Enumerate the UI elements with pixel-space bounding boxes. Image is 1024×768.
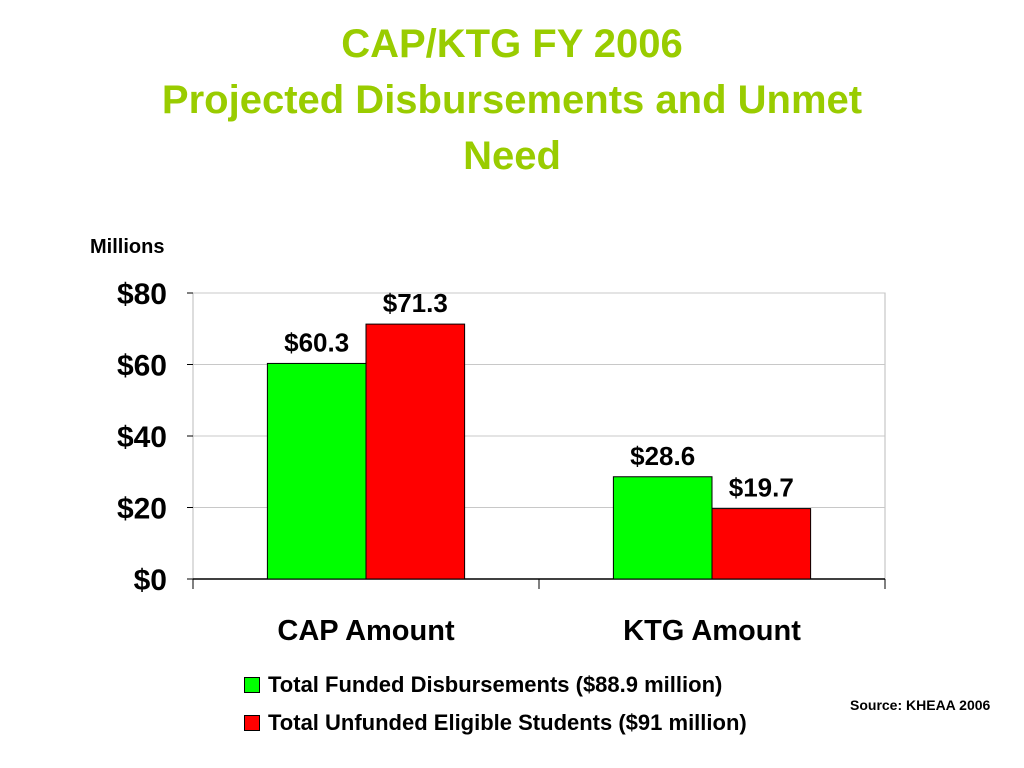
legend-label-funded: Total Funded Disbursements ($88.9 millio… xyxy=(268,672,723,697)
legend-item-funded: Total Funded Disbursements ($88.9 millio… xyxy=(244,666,747,704)
x-tick-label: CAP Amount xyxy=(277,615,455,647)
y-tick-label: $20 xyxy=(117,493,167,526)
source-note: Source: KHEAA 2006 xyxy=(850,697,991,713)
y-tick-label: $80 xyxy=(117,278,167,311)
bar xyxy=(711,508,812,580)
chart-title-line-2: Projected Disbursements and Unmet xyxy=(161,78,863,122)
legend-swatch-unfunded xyxy=(244,715,260,731)
chart-legend: Total Funded Disbursements ($88.9 millio… xyxy=(244,666,747,742)
chart-title-line-1: CAP/KTG FY 2006 xyxy=(341,22,683,66)
bar xyxy=(612,476,713,580)
legend-swatch-funded xyxy=(244,677,260,693)
bar xyxy=(266,362,367,580)
chart-title-line-3: Need xyxy=(463,134,561,178)
y-axis-units-label: Millions xyxy=(90,236,165,258)
x-tick-label: KTG Amount xyxy=(623,615,801,647)
data-label: $28.6 xyxy=(630,441,695,471)
data-label: $71.3 xyxy=(383,288,448,318)
y-tick-label: $40 xyxy=(117,421,167,454)
bar-chart: $0 $20 $40 $60 $80 $60.3 $71.3 CAP Amount $28.6 $… xyxy=(117,278,886,647)
bar xyxy=(365,323,466,580)
legend-label-unfunded: Total Unfunded Eligible Students ($91 mi… xyxy=(268,710,747,735)
y-tick-label: $0 xyxy=(134,564,167,597)
chart-title: CAP/KTG FY 2006 Projected Disbursements … xyxy=(0,16,1024,184)
data-label: $19.7 xyxy=(729,473,794,503)
legend-item-unfunded: Total Unfunded Eligible Students ($91 mi… xyxy=(244,704,747,742)
data-label: $60.3 xyxy=(284,327,349,357)
y-tick-label: $60 xyxy=(117,350,167,383)
